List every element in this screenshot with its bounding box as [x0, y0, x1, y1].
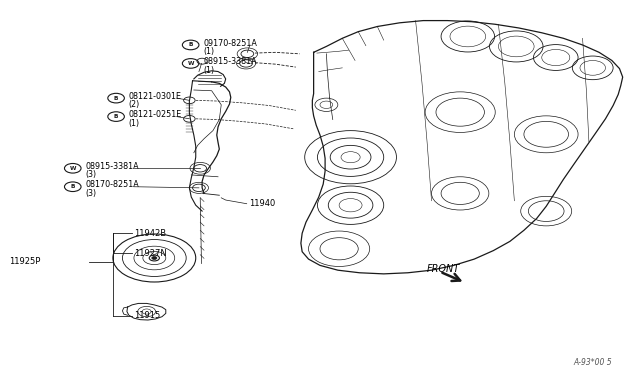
Text: B: B [114, 96, 118, 100]
Text: 09170-8251A: 09170-8251A [204, 39, 257, 48]
Text: FRONT: FRONT [427, 264, 460, 274]
Text: B: B [114, 114, 118, 119]
Text: (3): (3) [86, 170, 97, 179]
Text: (2): (2) [129, 100, 140, 109]
Text: (1): (1) [204, 65, 214, 74]
Text: B: B [188, 42, 193, 48]
Text: 11927N: 11927N [134, 249, 166, 258]
Text: 11942B: 11942B [134, 229, 166, 238]
Text: 11925P: 11925P [9, 257, 40, 266]
Text: 08121-0251E: 08121-0251E [129, 110, 182, 119]
Text: B: B [70, 184, 75, 189]
Text: W: W [188, 61, 194, 66]
Text: 08915-3381A: 08915-3381A [86, 162, 139, 171]
Text: 11915: 11915 [134, 311, 160, 320]
Text: (1): (1) [204, 47, 214, 56]
Text: (1): (1) [129, 119, 140, 128]
Text: 11940: 11940 [248, 199, 275, 208]
Text: (3): (3) [86, 189, 97, 198]
Text: 08915-3381A: 08915-3381A [204, 57, 257, 66]
Text: 08170-8251A: 08170-8251A [86, 180, 140, 189]
Text: 08121-0301E: 08121-0301E [129, 92, 182, 101]
Circle shape [152, 257, 157, 260]
Text: W: W [70, 166, 76, 171]
Text: A-93*00 5: A-93*00 5 [573, 358, 612, 367]
